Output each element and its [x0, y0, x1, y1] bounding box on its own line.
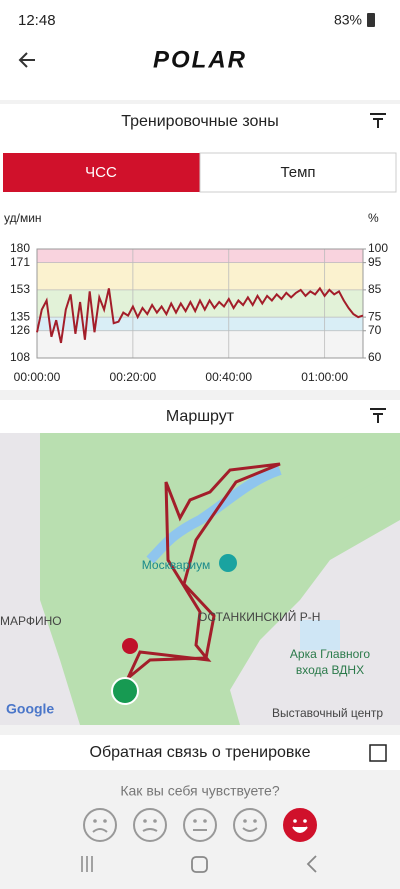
x-tick-label: 00:40:00: [205, 370, 252, 384]
y2-tick-label: 95: [368, 255, 382, 269]
feeling-option[interactable]: [233, 808, 267, 842]
logo: POLAR: [153, 46, 247, 73]
y-tick-label: 153: [10, 282, 30, 296]
eye: [93, 819, 97, 823]
y2-tick-label: 100: [368, 241, 388, 255]
question: Как вы себя чувствуете?: [120, 783, 279, 799]
feeling-option[interactable]: [83, 808, 117, 842]
y-tick-label: 135: [10, 309, 30, 323]
y-tick-label: 126: [10, 323, 30, 337]
zones-card: [0, 104, 400, 140]
y-tick-label: 180: [10, 241, 30, 255]
battery-icon: [367, 13, 375, 27]
battery: 83%: [334, 12, 362, 28]
face: [133, 808, 167, 842]
eye: [193, 819, 197, 823]
finish-marker: [111, 677, 139, 705]
eye: [303, 819, 307, 823]
y-tick-label: 108: [10, 350, 30, 364]
face: [183, 808, 217, 842]
poi-icon: [219, 554, 237, 572]
feeling-option[interactable]: [283, 808, 317, 842]
y-tick-label: 171: [10, 255, 30, 269]
nav-recent[interactable]: [81, 856, 93, 872]
section-title: Тренировочные зоны: [121, 113, 279, 130]
x-tick-label: 00:00:00: [14, 370, 61, 384]
face: [283, 808, 317, 842]
tab[interactable]: [199, 152, 397, 193]
hr-line: [36, 286, 364, 344]
top-bar: [0, 0, 400, 100]
feedback-card: [0, 735, 400, 770]
filter-icon[interactable]: [370, 113, 386, 128]
zone-band: [37, 249, 363, 263]
tab-label: Темп: [280, 164, 315, 181]
feeling-option[interactable]: [183, 808, 217, 842]
y2-axis-label: %: [368, 211, 379, 225]
map-label: МАРФИНО: [0, 614, 62, 628]
filter-icon[interactable]: [370, 408, 386, 423]
y2-tick-label: 75: [368, 309, 382, 323]
y2-tick-label: 85: [368, 282, 382, 296]
eye: [293, 819, 297, 823]
zone-band: [37, 262, 363, 290]
face: [83, 808, 117, 842]
map-label: Москвариум: [142, 558, 210, 572]
eye: [103, 819, 107, 823]
x-tick-label: 01:00:00: [301, 370, 348, 384]
mouth: [242, 827, 258, 832]
tab-label: ЧСС: [85, 164, 117, 181]
clock: 12:48: [18, 12, 56, 29]
map-label: входа ВДНХ: [296, 663, 364, 677]
y2-tick-label: 70: [368, 323, 382, 337]
section-title: Обратная связь о тренировке: [90, 744, 311, 761]
map-attribution: Google: [6, 701, 54, 717]
route-card: [0, 400, 400, 433]
eye: [143, 819, 147, 823]
map[interactable]: Москвариум МАРФИНО ОСТАНКИНСКИЙ Р-Н Арка…: [0, 433, 400, 725]
eye: [253, 819, 257, 823]
map-label: ОСТАНКИНСКИЙ Р-Н: [198, 609, 320, 624]
x-tick-label: 00:20:00: [110, 370, 157, 384]
pond: [300, 620, 340, 650]
zone-band: [37, 330, 363, 358]
feeling-options: [83, 808, 317, 842]
nav-home[interactable]: [191, 856, 208, 873]
plot-frame: [36, 248, 364, 359]
eye: [243, 819, 247, 823]
feeling-option[interactable]: [133, 808, 167, 842]
y-axis-label: уд/мин: [4, 211, 42, 225]
map-label: Арка Главного: [290, 647, 370, 661]
back-button[interactable]: [18, 52, 35, 68]
start-marker: [122, 638, 138, 654]
mouth: [292, 826, 308, 833]
map-label: Выставочный центр: [272, 706, 383, 720]
mouth: [142, 828, 158, 832]
mouth: [92, 828, 108, 833]
eye: [203, 819, 207, 823]
face: [233, 808, 267, 842]
tab-active[interactable]: [3, 153, 200, 192]
park: [250, 433, 400, 500]
section-title: Маршрут: [166, 408, 235, 425]
route: [126, 462, 281, 680]
y2-tick-label: 60: [368, 350, 382, 364]
nav-back[interactable]: [306, 855, 317, 873]
feedback-icon[interactable]: [369, 744, 387, 762]
river: [146, 465, 282, 564]
eye: [153, 819, 157, 823]
